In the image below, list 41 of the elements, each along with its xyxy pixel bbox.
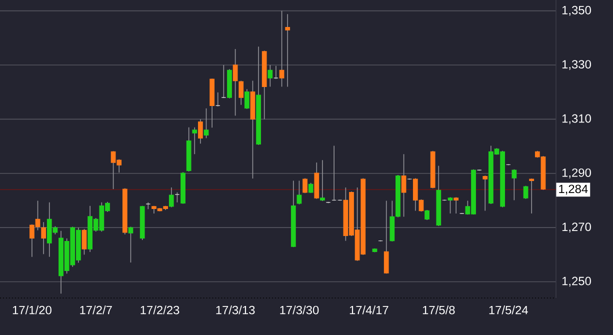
candlestick xyxy=(529,178,534,214)
candlestick xyxy=(285,14,290,88)
candlestick xyxy=(401,154,406,218)
candlestick xyxy=(232,48,238,116)
candlestick xyxy=(82,228,87,256)
x-tick-label: 17/2/23 xyxy=(140,306,180,314)
y-tick-label: 1,290 xyxy=(562,168,591,178)
candlestick xyxy=(302,178,308,194)
x-tick-label: 17/5/24 xyxy=(489,306,528,314)
candlestick xyxy=(384,200,389,274)
y-tick-label: 1,310 xyxy=(562,114,591,124)
candlestick xyxy=(204,108,209,139)
x-tick-label: 17/2/7 xyxy=(80,306,112,314)
candlestick xyxy=(308,182,314,194)
x-tick-label: 17/3/30 xyxy=(280,306,319,314)
y-tick-label: 1,330 xyxy=(562,60,591,70)
candlestick xyxy=(198,118,203,144)
candlestick xyxy=(448,196,453,214)
candlestick xyxy=(128,226,134,263)
candlestick xyxy=(320,160,325,202)
candlestick xyxy=(192,126,198,155)
candlestick xyxy=(424,210,430,220)
x-tick-label: 17/3/13 xyxy=(216,306,255,314)
x-tick-label: 17/1/20 xyxy=(12,306,52,314)
candlestick xyxy=(41,222,46,255)
ref-line-label: 1,284 xyxy=(559,184,588,195)
candlestick xyxy=(279,10,284,88)
candlestick xyxy=(296,180,302,205)
candlestick xyxy=(238,80,244,106)
y-tick-label: 1,250 xyxy=(562,276,591,287)
candlestick xyxy=(523,185,528,200)
x-tick-label: 17/5/8 xyxy=(422,306,455,314)
x-tick-label: 17/4/17 xyxy=(350,306,388,314)
candlestick xyxy=(454,196,459,214)
candlestick xyxy=(168,187,174,208)
candlestick xyxy=(512,168,517,201)
y-tick-label: 1,270 xyxy=(562,222,591,233)
candlestick xyxy=(244,88,250,110)
y-tick-label: 1,350 xyxy=(562,6,591,16)
candlestick xyxy=(268,64,273,88)
candlestick xyxy=(482,175,488,212)
